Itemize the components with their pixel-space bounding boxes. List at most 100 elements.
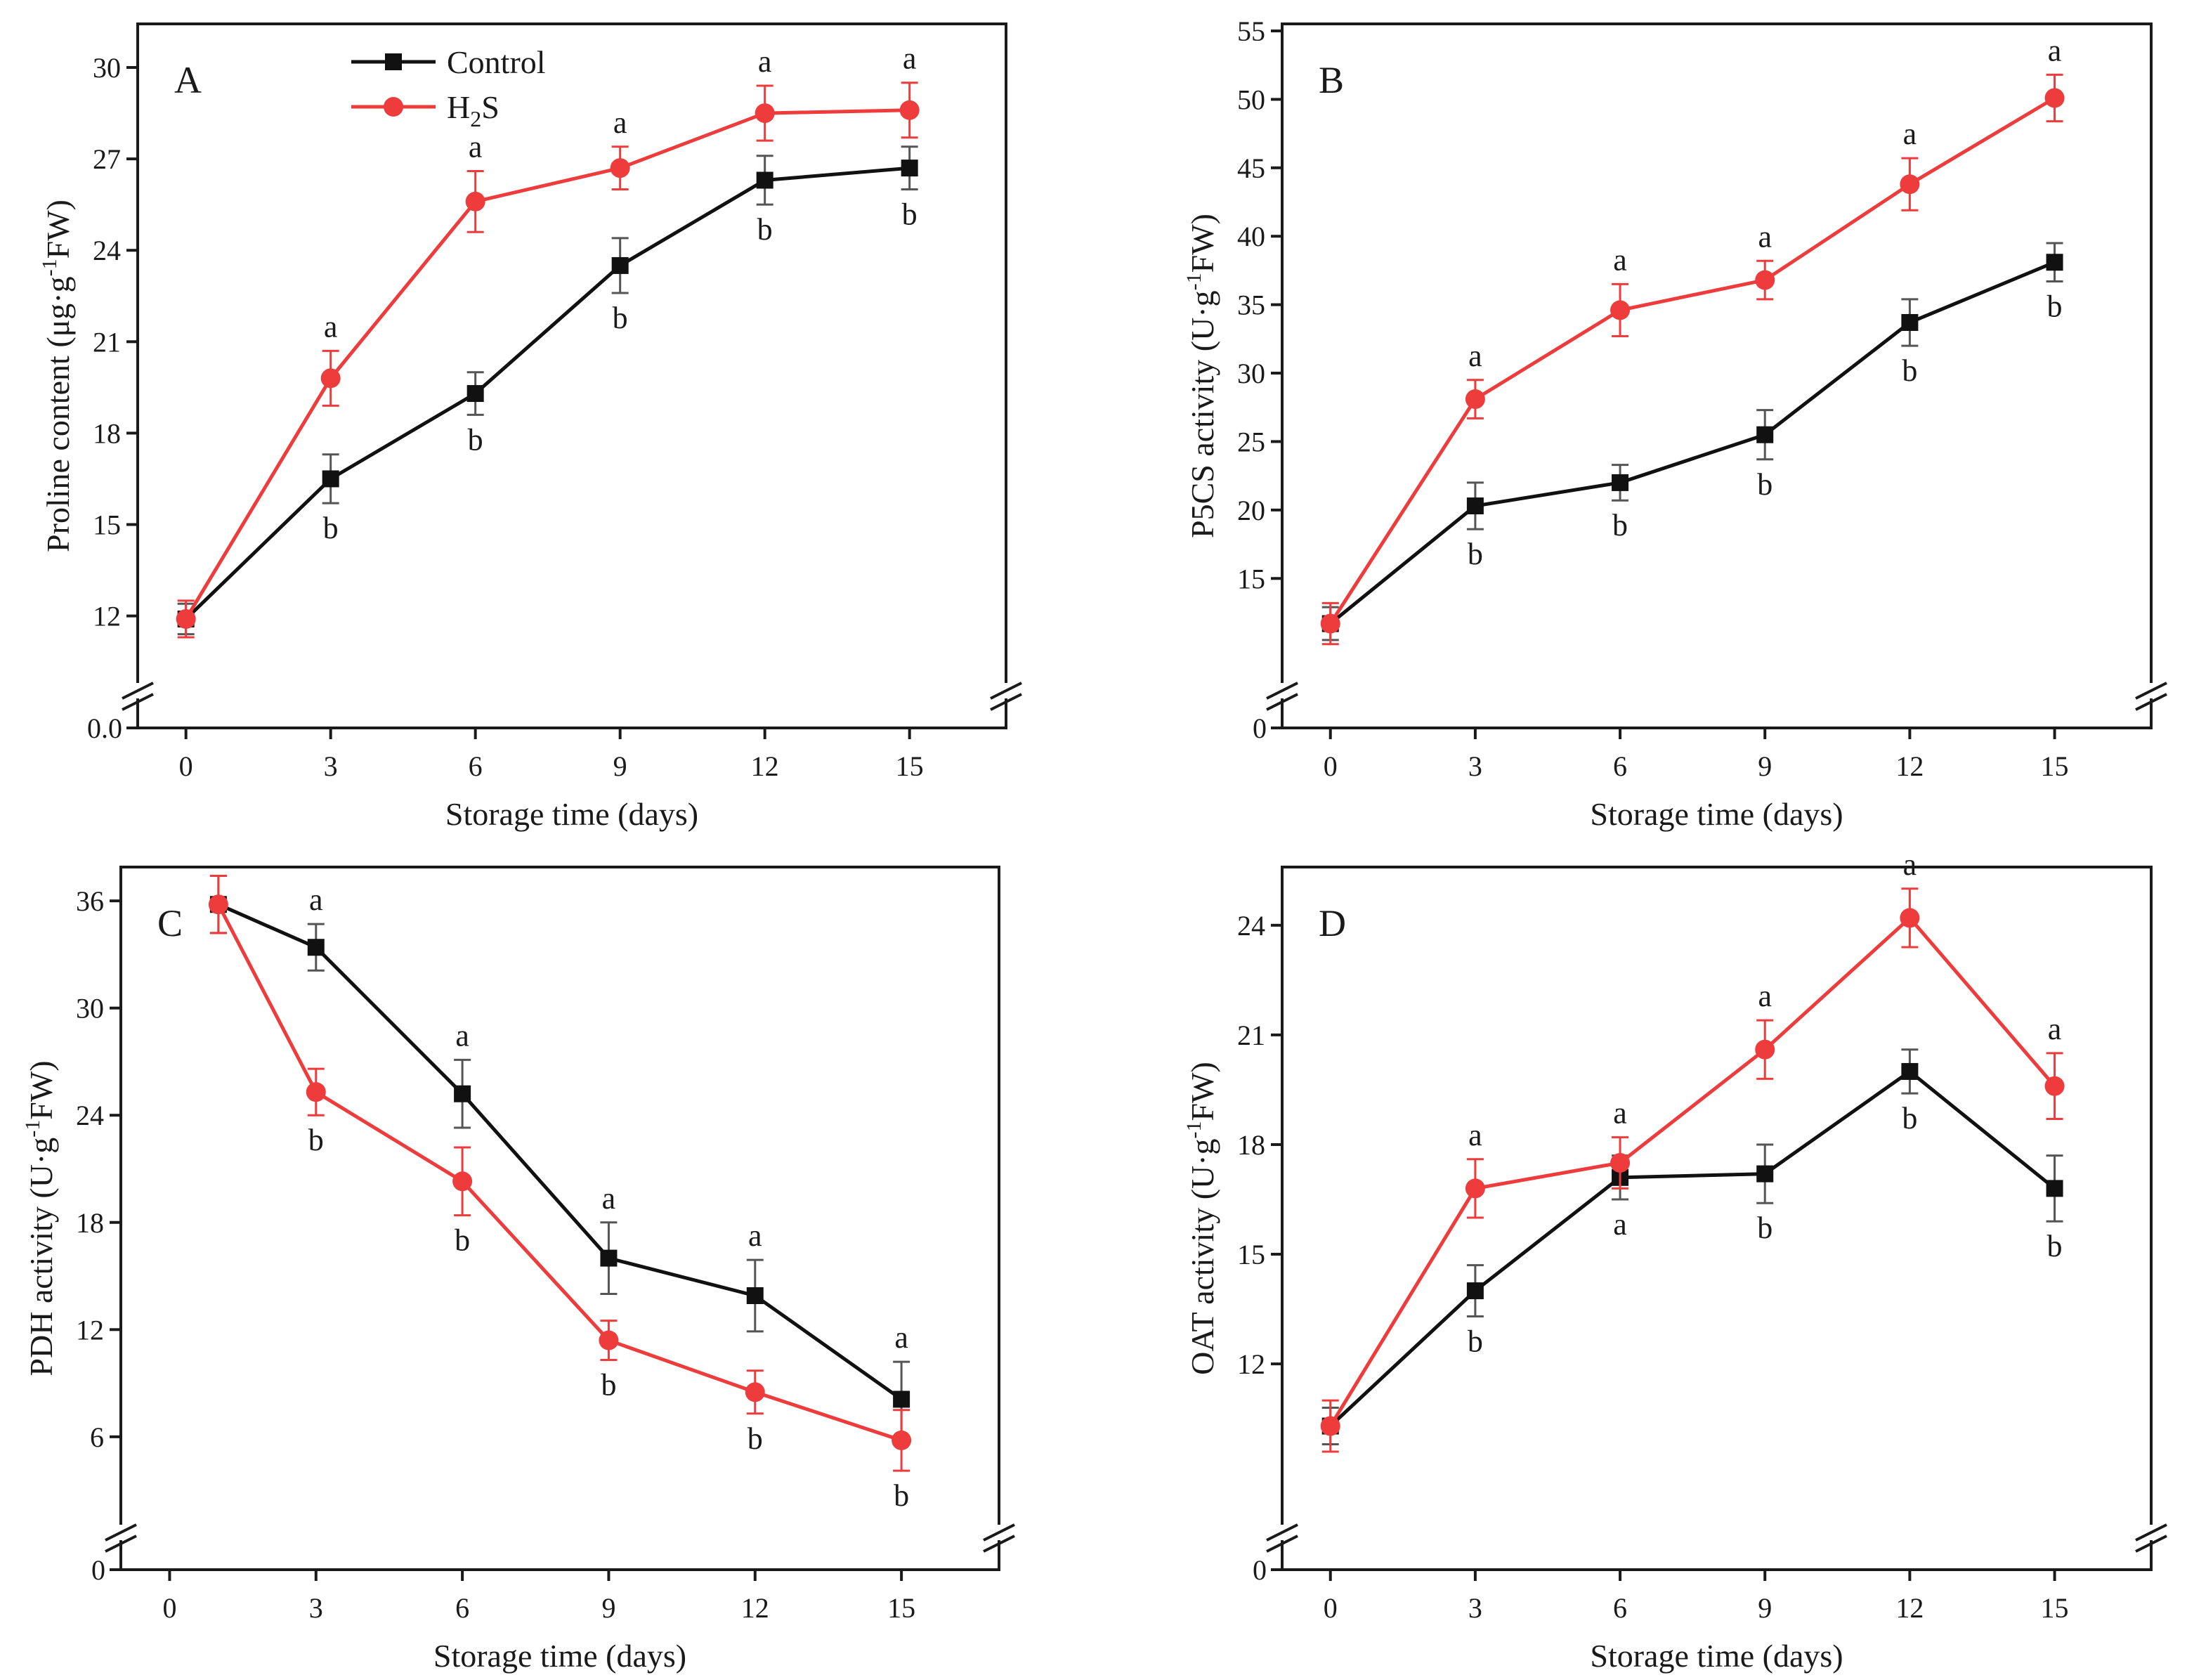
y-axis-title-end: FW) [1184,214,1220,273]
x-axis-title: Storage time (days) [1590,1638,1843,1674]
significance-letter: a [1758,219,1772,254]
y-tick-label: 21 [93,326,121,358]
data-point-square [611,256,629,274]
significance-letter: b [1468,1324,1483,1358]
data-point-square [893,1391,910,1408]
data-point-circle [899,100,920,120]
axis-break-right-2 [2135,1535,2167,1553]
x-tick-label: 3 [324,750,338,782]
axis-break-right-2 [983,1535,1015,1553]
legend-label-control: Control [447,44,546,80]
y-tick-label: 18 [76,1207,104,1239]
x-tick-label: 6 [1613,1592,1627,1624]
data-point-square [600,1249,618,1267]
significance-letter: b [1902,353,1917,388]
y-axis-title-end: FW) [40,200,76,259]
axis-break-left-1 [105,1523,137,1542]
x-tick-label: 0 [162,1592,176,1624]
data-point-square [1901,1062,1919,1080]
y-tick-label: 55 [1237,15,1265,47]
axis-break-left-2 [105,1535,137,1553]
x-tick-label: 3 [1468,1592,1482,1624]
data-point-square [756,171,773,189]
y-tick-label: 12 [76,1314,104,1346]
axis-break-left-1 [1266,682,1298,700]
y-axis-title-main: P5CS activity (U·g [1184,290,1220,538]
significance-letter: a [455,1018,469,1053]
significance-letter: b [308,1123,324,1157]
panel-a: 0.0 12 15 18 21 24 27 30 0 3 6 9 12 15 Storage time (d… [38,22,1022,832]
data-point-circle [2044,1076,2065,1096]
data-point-circle [1755,270,1775,290]
series-h2s: a a a a a [1320,33,2065,646]
y-tick-label: 15 [1237,1239,1265,1270]
significance-letter: a [1758,979,1772,1013]
plot-frame [1281,22,2153,729]
significance-letter: a [1903,117,1917,151]
axis-break-right-1 [2135,1523,2167,1542]
series-line [216,904,902,1443]
y-axis-title-sup: -1 [38,259,61,276]
x-tick-label: 0 [1324,1592,1338,1624]
significance-letter: a [894,1320,908,1355]
x-tick-label: 12 [751,750,779,782]
significance-letter: a [469,129,483,164]
x-tick-label: 9 [1758,1592,1772,1624]
data-point-square [1612,474,1629,491]
panel-letter: A [174,59,202,101]
x-tick-label: 15 [2041,750,2069,782]
significance-letter: b [468,422,483,457]
x-axis-title: Storage time (days) [433,1638,686,1674]
significance-letter: a [309,883,323,917]
significance-letter: b [323,511,339,545]
y-tick-label-zero: 0 [91,1554,105,1586]
significance-letter: b [455,1223,470,1258]
series-control: b b b b b [1321,242,2063,642]
significance-letter: b [748,1421,763,1456]
data-point-circle [1465,1178,1485,1199]
significance-letter: b [894,1478,909,1513]
x-tick-label: 9 [1758,750,1772,782]
significance-letter: a [903,41,917,76]
y-tick-label: 15 [1237,563,1265,594]
data-point-square [307,939,325,956]
data-point-circle [1610,1152,1631,1173]
significance-letter: a [1613,1207,1627,1242]
y-tick-label: 27 [93,143,121,175]
data-point-square [466,385,484,403]
y-tick-label: 21 [1237,1020,1265,1051]
significance-letter: a [1468,339,1482,373]
axis-break-left-2 [122,693,154,711]
panel-b: 0 15 20 25 30 35 40 45 50 55 0 3 6 9 12 15 Storage time … [1182,15,2167,832]
legend: Control H2S [351,44,546,131]
y-axis-title-end: FW) [1184,1062,1220,1121]
legend-marker-h2s [384,97,403,117]
data-point-square [1756,426,1774,443]
y-axis-title: OAT activity (U·g-1FW) [1182,1062,1220,1375]
significance-letter: a [1613,242,1627,277]
y-tick-label: 18 [93,417,121,449]
x-tick-label: 6 [469,750,483,782]
series-line [1329,1069,2056,1428]
y-tick-label: 20 [1237,495,1265,526]
y-tick-label: 45 [1237,152,1265,184]
y-axis-title: PDH activity (U·g-1FW) [21,1060,59,1376]
significance-letter: a [748,1218,762,1253]
significance-letter: b [1757,467,1773,502]
data-point-circle [1465,389,1485,410]
series-line [217,902,903,1401]
y-axis-title-sup: -1 [21,1120,44,1138]
data-point-square [1756,1165,1774,1183]
y-tick-label: 30 [93,52,121,84]
x-tick-label: 15 [2041,1592,2069,1624]
axis-break-right-1 [2135,682,2167,700]
y-axis-title: Proline content (μg·g-1FW) [38,200,76,552]
panel-d: 0 12 15 18 21 24 0 3 6 9 12 15 Storage time (days) OA… [1182,847,2167,1674]
x-tick-label: 9 [601,1592,615,1624]
y-tick-label: 24 [1237,910,1265,942]
y-axis-title-main: PDH activity (U·g [23,1138,59,1376]
data-point-square [454,1085,471,1102]
y-axis-title-sup: -1 [1182,1121,1206,1138]
significance-letter: b [1468,537,1483,571]
series-h2s: a a a a a [176,41,920,639]
